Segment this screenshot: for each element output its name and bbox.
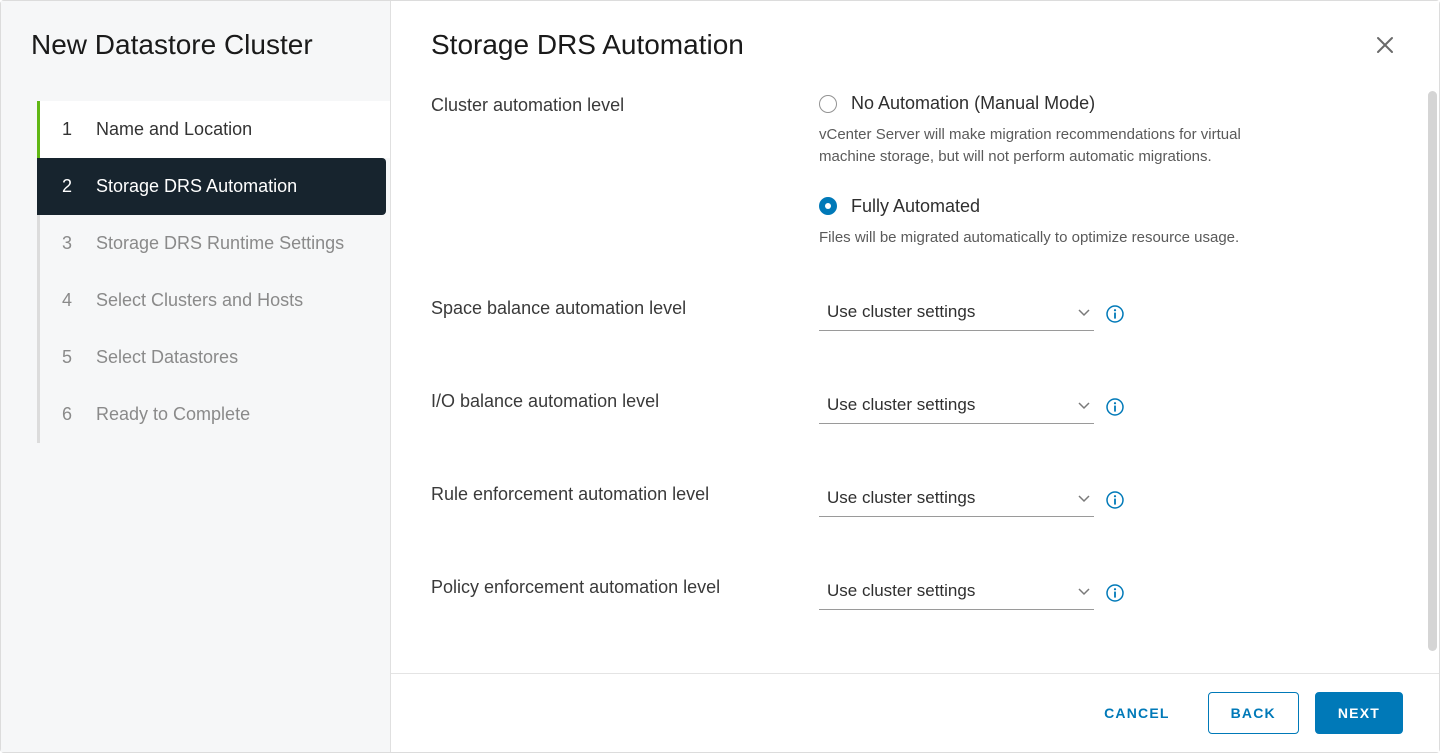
wizard-main: Storage DRS Automation Cluster automatio… bbox=[391, 1, 1439, 752]
cluster-automation-field: No Automation (Manual Mode) vCenter Serv… bbox=[819, 93, 1379, 276]
rule-enforcement-field: Use cluster settings bbox=[819, 482, 1379, 517]
step-storage-drs-automation[interactable]: 2 Storage DRS Automation bbox=[37, 158, 386, 215]
policy-enforcement-field: Use cluster settings bbox=[819, 575, 1379, 610]
step-number: 4 bbox=[62, 290, 72, 311]
radio-option-no-automation[interactable]: No Automation (Manual Mode) bbox=[819, 93, 1379, 114]
step-storage-drs-runtime[interactable]: 3 Storage DRS Runtime Settings bbox=[37, 215, 390, 272]
step-select-datastores[interactable]: 5 Select Datastores bbox=[37, 329, 390, 386]
radio-option-fully-automated[interactable]: Fully Automated bbox=[819, 196, 1379, 217]
step-name-location[interactable]: 1 Name and Location bbox=[37, 101, 390, 158]
page-title: Storage DRS Automation bbox=[431, 29, 744, 61]
wizard-sidebar: New Datastore Cluster 1 Name and Locatio… bbox=[1, 1, 391, 752]
radio-description: vCenter Server will make migration recom… bbox=[819, 124, 1259, 168]
radio-description: Files will be migrated automatically to … bbox=[819, 227, 1259, 249]
step-number: 3 bbox=[62, 233, 72, 254]
radio-label: Fully Automated bbox=[851, 196, 980, 217]
space-balance-label: Space balance automation level bbox=[431, 296, 819, 319]
policy-enforcement-select[interactable]: Use cluster settings bbox=[819, 575, 1094, 610]
io-balance-field: Use cluster settings bbox=[819, 389, 1379, 424]
space-balance-field: Use cluster settings bbox=[819, 296, 1379, 331]
chevron-down-icon bbox=[1078, 581, 1090, 601]
radio-fully-automated: Fully Automated Files will be migrated a… bbox=[819, 196, 1379, 249]
chevron-down-icon bbox=[1078, 395, 1090, 415]
step-select-clusters-hosts[interactable]: 4 Select Clusters and Hosts bbox=[37, 272, 390, 329]
step-label: Select Datastores bbox=[96, 347, 238, 368]
step-number: 1 bbox=[62, 119, 72, 140]
info-icon[interactable] bbox=[1106, 584, 1124, 602]
rule-enforcement-label: Rule enforcement automation level bbox=[431, 482, 819, 505]
select-value: Use cluster settings bbox=[827, 302, 975, 322]
main-header: Storage DRS Automation bbox=[391, 1, 1439, 63]
wizard-steps: 1 Name and Location 2 Storage DRS Automa… bbox=[1, 101, 390, 443]
step-label: Storage DRS Automation bbox=[96, 176, 297, 197]
policy-enforcement-label: Policy enforcement automation level bbox=[431, 575, 819, 598]
radio-icon bbox=[819, 95, 837, 113]
wizard-title: New Datastore Cluster bbox=[1, 29, 390, 91]
chevron-down-icon bbox=[1078, 302, 1090, 322]
row-space-balance: Space balance automation level Use clust… bbox=[431, 296, 1379, 331]
row-io-balance: I/O balance automation level Use cluster… bbox=[431, 389, 1379, 424]
select-value: Use cluster settings bbox=[827, 581, 975, 601]
info-icon[interactable] bbox=[1106, 305, 1124, 323]
radio-no-automation: No Automation (Manual Mode) vCenter Serv… bbox=[819, 93, 1379, 168]
row-cluster-automation: Cluster automation level No Automation (… bbox=[431, 93, 1379, 276]
step-label: Ready to Complete bbox=[96, 404, 250, 425]
wizard-footer: CANCEL BACK NEXT bbox=[391, 673, 1439, 752]
wizard-dialog: New Datastore Cluster 1 Name and Locatio… bbox=[0, 0, 1440, 753]
step-label: Name and Location bbox=[96, 119, 252, 140]
space-balance-select[interactable]: Use cluster settings bbox=[819, 296, 1094, 331]
step-number: 5 bbox=[62, 347, 72, 368]
chevron-down-icon bbox=[1078, 488, 1090, 508]
cancel-button[interactable]: CANCEL bbox=[1082, 693, 1192, 733]
select-value: Use cluster settings bbox=[827, 395, 975, 415]
scrollbar[interactable] bbox=[1428, 91, 1437, 651]
row-policy-enforcement: Policy enforcement automation level Use … bbox=[431, 575, 1379, 610]
step-ready-complete[interactable]: 6 Ready to Complete bbox=[37, 386, 390, 443]
step-number: 2 bbox=[62, 176, 72, 197]
radio-label: No Automation (Manual Mode) bbox=[851, 93, 1095, 114]
rule-enforcement-select[interactable]: Use cluster settings bbox=[819, 482, 1094, 517]
step-label: Select Clusters and Hosts bbox=[96, 290, 303, 311]
back-button[interactable]: BACK bbox=[1208, 692, 1299, 734]
select-value: Use cluster settings bbox=[827, 488, 975, 508]
info-icon[interactable] bbox=[1106, 491, 1124, 509]
close-icon[interactable] bbox=[1371, 29, 1399, 63]
step-number: 6 bbox=[62, 404, 72, 425]
info-icon[interactable] bbox=[1106, 398, 1124, 416]
cluster-automation-label: Cluster automation level bbox=[431, 93, 819, 116]
radio-icon bbox=[819, 197, 837, 215]
row-rule-enforcement: Rule enforcement automation level Use cl… bbox=[431, 482, 1379, 517]
io-balance-label: I/O balance automation level bbox=[431, 389, 819, 412]
next-button[interactable]: NEXT bbox=[1315, 692, 1403, 734]
io-balance-select[interactable]: Use cluster settings bbox=[819, 389, 1094, 424]
form-content: Cluster automation level No Automation (… bbox=[391, 63, 1439, 673]
step-label: Storage DRS Runtime Settings bbox=[96, 233, 344, 254]
